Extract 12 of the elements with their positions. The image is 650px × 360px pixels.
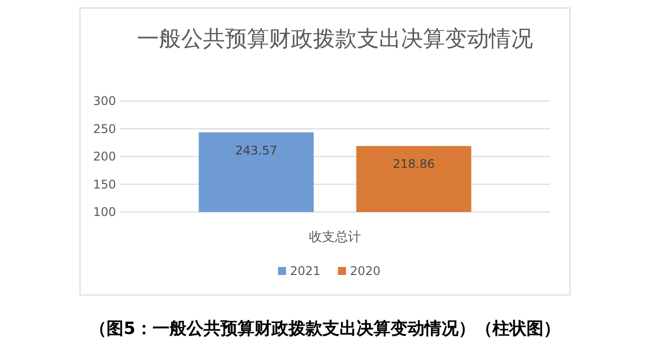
y-tick-label: 150: [93, 177, 116, 192]
chart-title: 一般公共预算财政拨款支出决算变动情况: [137, 27, 533, 52]
data-label: 218.86: [392, 157, 435, 172]
x-axis-title: 收支总计: [309, 230, 361, 245]
text: （图5：一般公共预算财政拨款支出决算变动情况）（柱状图）: [90, 319, 560, 339]
y-tick-label: 200: [93, 150, 116, 164]
legend-label: 2021: [290, 264, 321, 278]
y-tick-label: 250: [93, 122, 116, 136]
y-tick-label: 300: [93, 94, 116, 108]
legend-label: 2020: [350, 264, 381, 278]
data-label: 243.57: [235, 143, 278, 158]
y-tick-label: 100: [93, 205, 116, 219]
